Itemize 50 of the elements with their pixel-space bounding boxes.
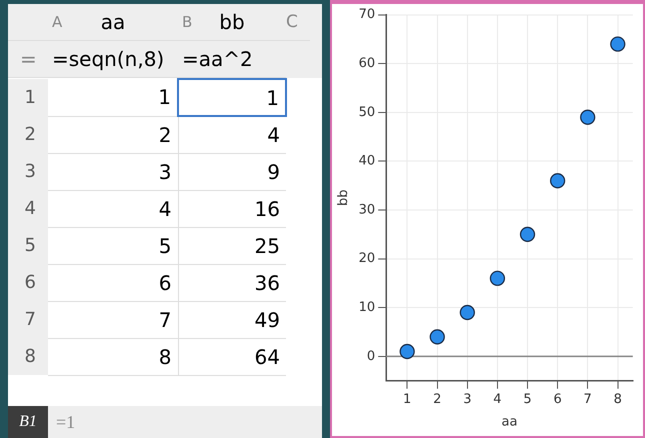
data-label: 4 <box>48 190 178 227</box>
x-axis-title: aa <box>502 414 518 430</box>
data-label: 6 <box>48 264 178 301</box>
y-tick-label: 30 <box>358 202 376 218</box>
x-tick-label: 3 <box>463 392 472 407</box>
data-label: 4 <box>178 116 286 153</box>
y-tick-label: 1 <box>8 79 48 116</box>
text: B <box>182 13 192 31</box>
data-label: 7 <box>48 301 178 338</box>
data-label: 1 <box>178 79 286 116</box>
y-tick-label: 5 <box>8 227 48 264</box>
text: =1 <box>55 412 76 432</box>
data-label: 25 <box>178 227 286 264</box>
data-label: 16 <box>178 190 286 227</box>
text: =seqn(n,8) <box>48 41 178 78</box>
y-tick-label: 40 <box>358 154 376 169</box>
y-tick-label: 0 <box>366 348 376 364</box>
text: B1 <box>8 406 48 438</box>
y-axis-title: bb <box>336 190 352 206</box>
y-tick-label: 6 <box>8 264 48 301</box>
y-tick-label: 20 <box>358 251 376 266</box>
x-tick-label: 2 <box>433 392 442 407</box>
data-label: 49 <box>178 301 286 338</box>
text: = <box>8 41 48 78</box>
data-label: 8 <box>48 338 178 375</box>
y-tick-label: 8 <box>8 338 48 375</box>
x-tick-label: 5 <box>523 392 532 407</box>
text: A <box>52 13 62 31</box>
y-tick-label: 60 <box>358 56 376 71</box>
y-tick-label: 7 <box>8 301 48 338</box>
data-label: 1 <box>48 79 178 116</box>
y-tick-label: 10 <box>358 300 376 315</box>
data-label: 64 <box>178 338 286 375</box>
x-tick-label: 8 <box>614 392 622 407</box>
y-tick-label: 50 <box>358 104 376 120</box>
data-label: 9 <box>178 153 286 190</box>
data-label: 2 <box>48 116 178 153</box>
text: =aa^2 <box>178 41 286 78</box>
x-tick-label: 6 <box>553 392 562 407</box>
x-tick-label: 7 <box>584 392 592 407</box>
y-tick-label: 3 <box>8 153 48 190</box>
x-tick-label: 4 <box>493 392 502 407</box>
y-tick-label: 2 <box>8 116 48 153</box>
text: C <box>286 4 310 41</box>
x-tick-label: 1 <box>403 392 412 407</box>
y-tick-label: 70 <box>358 7 376 22</box>
data-label: 36 <box>178 264 286 301</box>
data-label: 5 <box>48 227 178 264</box>
data-label: 3 <box>48 153 178 190</box>
y-tick-label: 4 <box>8 190 48 227</box>
